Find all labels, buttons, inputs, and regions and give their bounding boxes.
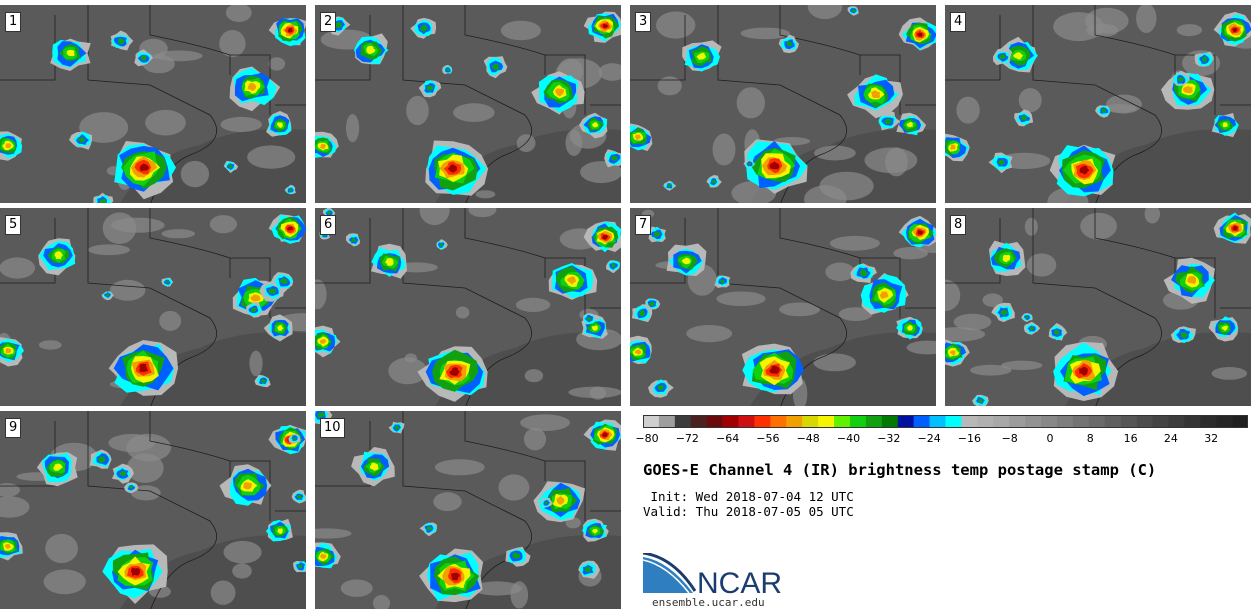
colorbar-swatch [738, 415, 755, 428]
colorbar-swatch [643, 415, 660, 428]
colorbar-swatch [722, 415, 739, 428]
colorbar-tick-label: −16 [957, 432, 981, 445]
colorbar-tick-label: −40 [836, 432, 861, 445]
colorbar-swatch [865, 415, 883, 428]
panel-number: 3 [635, 12, 652, 32]
panel-number: 1 [5, 12, 22, 32]
postage-stamp-panel-2: 2 [315, 5, 621, 203]
colorbar-swatch [818, 415, 835, 428]
valid-time: Valid: Thu 2018-07-05 05 UTC [643, 504, 854, 519]
colorbar-tick-label: 24 [1163, 432, 1178, 445]
colorbar-tick-label: 8 [1086, 432, 1094, 445]
colorbar-tick-label: 0 [1046, 432, 1054, 445]
colorbar-swatch [1184, 415, 1201, 428]
colorbar-swatch [849, 415, 867, 428]
satellite-ir-map [630, 5, 936, 203]
panel-number: 7 [635, 215, 652, 235]
panel-number: 5 [5, 215, 22, 235]
colorbar-swatch [1200, 415, 1217, 428]
satellite-ir-map [0, 5, 306, 203]
satellite-ir-map [945, 5, 1251, 203]
colorbar-swatch [881, 415, 899, 428]
colorbar-swatch [1136, 415, 1153, 428]
colorbar-swatch [961, 415, 978, 428]
colorbar-tick-label: −64 [715, 432, 740, 445]
postage-stamp-panel-7: 7 [630, 208, 936, 406]
colorbar-swatch [993, 415, 1010, 428]
colorbar-swatch [706, 415, 723, 428]
colorbar-swatch [754, 415, 771, 428]
colorbar-swatch [674, 415, 692, 428]
postage-stamp-panel-9: 9 [0, 411, 306, 609]
satellite-ir-map [315, 5, 621, 203]
satellite-ir-map [0, 411, 306, 609]
postage-stamp-panel-6: 6 [315, 208, 621, 406]
postage-stamp-panel-10: 10 [315, 411, 621, 609]
colorbar-swatch [1041, 415, 1058, 428]
colorbar-swatch [658, 415, 676, 428]
panel-number: 9 [5, 418, 22, 438]
postage-stamp-panel-4: 4 [945, 5, 1251, 203]
panel-number: 8 [950, 215, 967, 235]
colorbar-swatch [977, 415, 994, 428]
colorbar-tick-label: 32 [1204, 432, 1219, 445]
colorbar-swatch [945, 415, 962, 428]
postage-stamp-panel-3: 3 [630, 5, 936, 203]
satellite-ir-map [315, 208, 621, 406]
colorbar-swatch [1104, 415, 1121, 428]
postage-stamp-panel-8: 8 [945, 208, 1251, 406]
colorbar-swatch [1025, 415, 1042, 428]
figure-title: GOES-E Channel 4 (IR) brightness temp po… [643, 461, 1157, 479]
colorbar-tick-label: −32 [877, 432, 901, 445]
logo-text: NCAR [697, 567, 782, 595]
colorbar-swatch [1056, 415, 1074, 428]
panel-number: 4 [950, 12, 967, 32]
colorbar-swatch [1216, 415, 1233, 428]
panel-number: 6 [320, 215, 337, 235]
panel-number: 2 [320, 12, 337, 32]
panel-number: 10 [320, 418, 345, 438]
colorbar-swatch [1232, 415, 1248, 428]
postage-stamp-panel-5: 5 [0, 208, 306, 406]
colorbar-swatch [802, 415, 819, 428]
satellite-ir-map [945, 208, 1251, 406]
init-time: Init: Wed 2018-07-04 12 UTC [643, 489, 854, 504]
colorbar-tick-label: −72 [675, 432, 699, 445]
colorbar-swatch [770, 415, 787, 428]
colorbar-swatch [1072, 415, 1090, 428]
colorbar-swatch [834, 415, 851, 428]
colorbar-swatch [913, 415, 930, 428]
postage-stamp-panel-1: 1 [0, 5, 306, 203]
satellite-ir-map [315, 411, 621, 609]
colorbar-tick-label: −48 [796, 432, 820, 445]
colorbar-swatch [786, 415, 803, 428]
colorbar-swatch [1120, 415, 1137, 428]
satellite-ir-map [630, 208, 936, 406]
colorbar-swatch [1009, 415, 1026, 428]
colorbar-tick-label: −80 [635, 432, 659, 445]
colorbar-swatch [929, 415, 946, 428]
colorbar [643, 415, 1248, 428]
colorbar-swatch [897, 415, 914, 428]
colorbar-swatch [1168, 415, 1185, 428]
colorbar-swatch [1088, 415, 1106, 428]
colorbar-tick-label: −56 [756, 432, 780, 445]
colorbar-swatch [1152, 415, 1169, 428]
colorbar-tick-label: 16 [1123, 432, 1138, 445]
colorbar-swatch [690, 415, 707, 428]
satellite-ir-map [0, 208, 306, 406]
ncar-logo: NCAR [643, 553, 782, 595]
colorbar-tick-label: −8 [1001, 432, 1018, 445]
logo-url: ensemble.ucar.edu [652, 596, 765, 609]
colorbar-tick-label: −24 [917, 432, 941, 445]
